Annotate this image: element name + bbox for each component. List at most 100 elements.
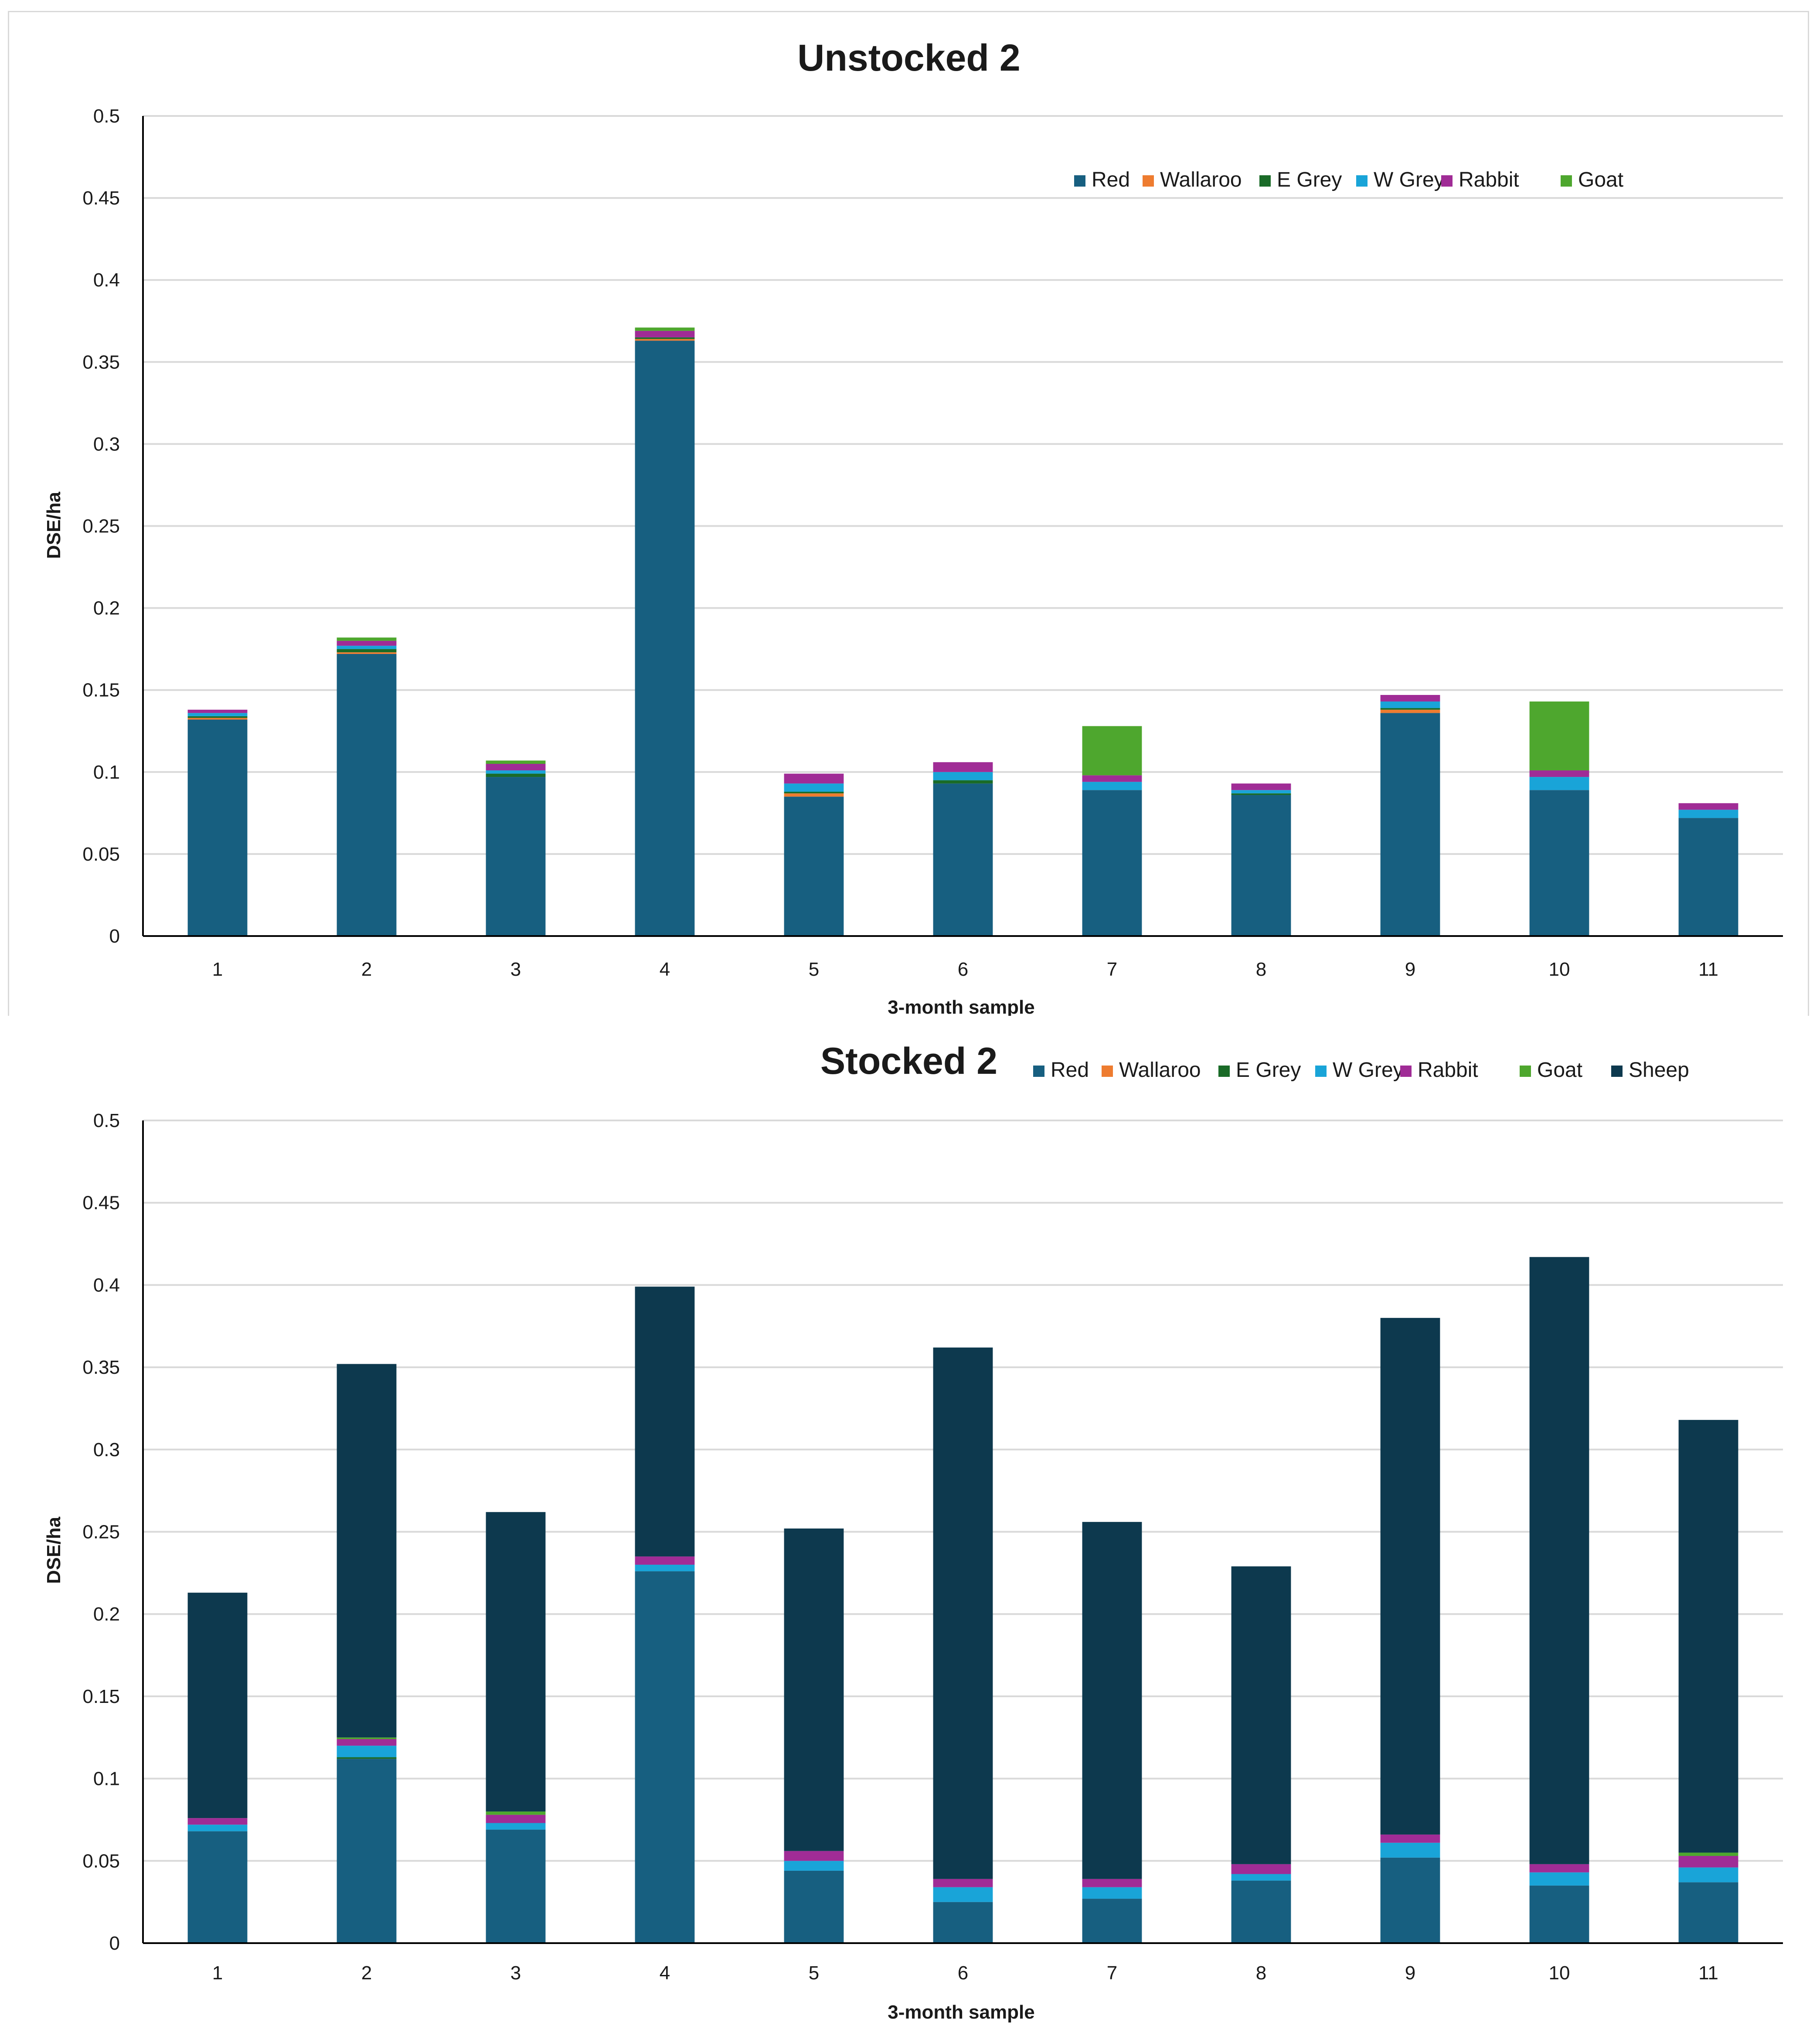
unstocked-bar-rabbit-1 [187,709,248,713]
unstocked-bar-goat-4 [635,327,695,331]
unstocked-x-tick-label: 10 [1549,959,1570,980]
unstocked-legend-swatch-goat [1561,175,1572,187]
unstocked-legend-label-goat: Goat [1578,168,1623,191]
unstocked-bar-red-4 [635,340,695,936]
unstocked-y-axis-label: DSE/ha [43,491,65,559]
stocked-x-tick-label: 10 [1549,1962,1570,1984]
unstocked-bar-red-9 [1380,713,1440,936]
unstocked-2-chart: 0 0.05 0.1 0.15 0.2 0.25 0.3 0.35 0.4 0.45 0.5 1 2 3… [43,37,1783,1016]
stocked-y-tick-label: 0.45 [82,1192,120,1214]
stocked-y-axis-label: DSE/ha [43,1516,65,1584]
unstocked-bar-red-11 [1678,818,1738,936]
unstocked-chart-title: Unstocked 2 [797,37,1020,79]
unstocked-bar-wallaroo-1 [187,718,248,720]
stocked-y-tick-label: 0.1 [93,1768,120,1790]
unstocked-bar-red-8 [1231,795,1291,936]
stocked-bar-goat-2 [337,1737,397,1740]
unstocked-y-tick-label: 0.4 [93,269,120,291]
unstocked-legend-swatch-rabbit [1441,175,1453,187]
stocked-bar-sheep-4 [635,1287,695,1557]
stocked-legend-swatch-red [1033,1066,1044,1077]
stocked-bar-red-7 [1082,1899,1142,1943]
unstocked-y-tick-label: 0.05 [82,844,120,865]
stocked-legend-label-w-grey: W Grey [1333,1059,1404,1082]
unstocked-legend-label-wallaroo: Wallaroo [1160,168,1242,191]
unstocked-bar-e-grey-6 [933,780,993,784]
stocked-bar-rabbit-9 [1380,1834,1440,1843]
unstocked-x-tick-label: 5 [809,959,819,980]
stocked-y-tick-label: 0.35 [82,1357,120,1378]
unstocked-bar-wallaroo-5 [784,793,844,797]
stocked-bar-rabbit-6 [933,1879,993,1887]
stocked-x-tick-label: 7 [1107,1962,1117,1984]
stocked-bar-red-6 [933,1902,993,1943]
unstocked-bar-w-grey-3 [486,770,546,774]
stocked-bar-w-grey-11 [1678,1867,1738,1883]
unstocked-bar-w-grey-10 [1529,777,1589,790]
unstocked-x-tick-label: 4 [660,959,670,980]
stocked-bar-red-1 [187,1831,248,1943]
stocked-bar-sheep-2 [337,1364,397,1738]
stocked-bar-rabbit-7 [1082,1879,1142,1887]
unstocked-bar-rabbit-7 [1082,775,1142,782]
unstocked-bar-w-grey-11 [1678,810,1738,818]
unstocked-bar-rabbit-3 [486,763,546,771]
unstocked-legend: Red Wallaroo E Grey W Grey Rabbit Goat [1074,168,1623,191]
unstocked-bar-rabbit-2 [337,640,397,646]
stocked-y-tick-label: 0.25 [82,1522,120,1543]
stocked-bar-e-grey-2 [337,1757,397,1759]
unstocked-y-tick-label: 0.1 [93,762,120,783]
unstocked-x-tick-label: 2 [361,959,372,980]
stocked-y-tick-label: 0.05 [82,1850,120,1872]
stocked-y-tick-label: 0.4 [93,1274,120,1296]
unstocked-bar-red-5 [784,797,844,936]
unstocked-bar-red-6 [933,783,993,936]
stocked-x-tick-label: 3 [510,1962,521,1984]
unstocked-x-tick-label: 8 [1256,959,1266,980]
unstocked-bar-e-grey-2 [337,649,397,653]
unstocked-y-tick-label: 0.2 [93,598,120,619]
stocked-x-tick-label: 11 [1698,1962,1718,1984]
stocked-bar-w-grey-4 [635,1564,695,1572]
unstocked-legend-label-e-grey: E Grey [1277,168,1342,191]
stocked-bar-rabbit-4 [635,1556,695,1565]
stocked-bar-rabbit-2 [337,1739,397,1746]
unstocked-bar-rabbit-10 [1529,770,1589,777]
unstocked-bar-e-grey-9 [1380,708,1440,710]
unstocked-y-tick-label: 0.15 [82,680,120,701]
stocked-legend-swatch-rabbit [1400,1066,1412,1077]
stocked-x-tick-label: 8 [1256,1962,1266,1984]
unstocked-x-tick-label: 1 [212,959,223,980]
stocked-bar-w-grey-2 [337,1746,397,1757]
stocked-bar-red-10 [1529,1885,1589,1943]
stocked-bar-rabbit-8 [1231,1864,1291,1874]
unstocked-bar-rabbit-9 [1380,695,1440,702]
stocked-legend-swatch-sheep [1611,1066,1623,1077]
stocked-bar-rabbit-1 [187,1818,248,1825]
stocked-bar-w-grey-3 [486,1823,546,1830]
unstocked-bar-w-grey-1 [187,713,248,716]
unstocked-bar-rabbit-4 [635,330,695,337]
stocked-bar-w-grey-9 [1380,1842,1440,1858]
unstocked-bar-rabbit-6 [933,762,993,772]
unstocked-y-tick-label: 0.5 [93,106,120,127]
stocked-bar-red-2 [337,1759,397,1943]
stocked-bar-rabbit-11 [1678,1856,1738,1868]
unstocked-bar-e-grey-4 [635,337,695,339]
stocked-x-tick-label: 5 [809,1962,819,1984]
stocked-x-tick-label: 1 [212,1962,223,1984]
stocked-y-tick-label: 0.5 [93,1110,120,1131]
stocked-bar-goat-11 [1678,1852,1738,1856]
stocked-bar-red-5 [784,1870,844,1943]
stocked-bar-sheep-3 [486,1512,546,1812]
unstocked-x-tick-label: 7 [1107,959,1117,980]
stocked-legend-swatch-w-grey [1315,1066,1327,1077]
stocked-x-tick-label: 6 [958,1962,968,1984]
unstocked-bar-red-7 [1082,790,1142,936]
unstocked-chart-frame [8,11,1809,1016]
stocked-bar-w-grey-10 [1529,1872,1589,1886]
stocked-x-tick-label: 2 [361,1962,372,1984]
unstocked-bar-e-grey-3 [486,773,546,777]
stocked-legend-swatch-wallaroo [1102,1066,1113,1077]
unstocked-x-axis-label: 3-month sample [888,997,1034,1016]
